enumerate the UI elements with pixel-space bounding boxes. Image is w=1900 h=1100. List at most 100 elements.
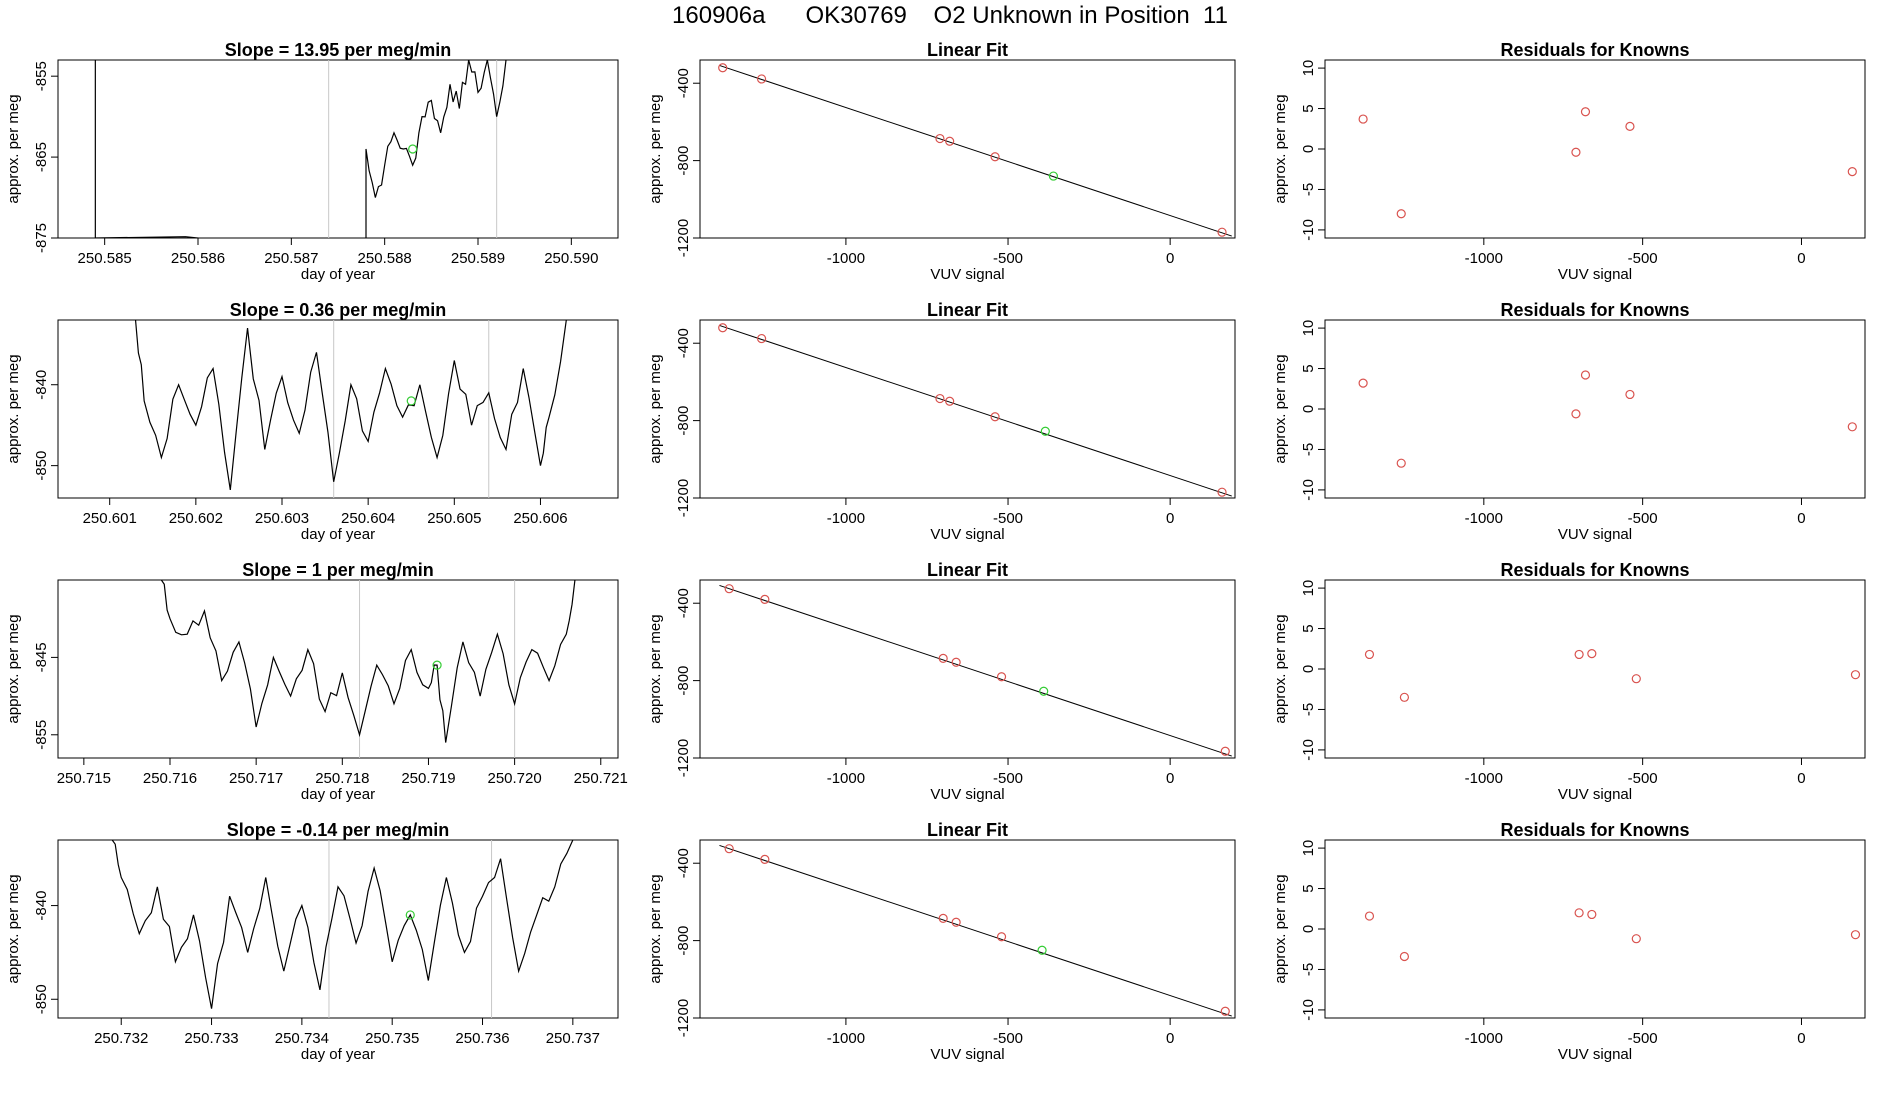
x-axis-label: day of year — [301, 266, 375, 283]
known-point — [724, 584, 734, 594]
y-tick-label: 5 — [1300, 884, 1317, 892]
known-point — [760, 594, 770, 604]
signal-trace — [94, 60, 507, 238]
x-tick-label: -1000 — [1465, 1030, 1503, 1047]
x-axis-label: day of year — [301, 526, 375, 543]
plot-frame — [57, 579, 619, 759]
x-tick-label: -500 — [1628, 1030, 1658, 1047]
x-tick-label: 250.588 — [358, 250, 412, 267]
y-tick-label: -850 — [33, 984, 50, 1014]
residual-point — [1358, 378, 1368, 388]
chart-panel: Residuals for Knowns -1000 -500 0 VUV signal… — [1272, 40, 1866, 283]
chart-panel: Residuals for Knowns -1000 -500 0 VUV signal… — [1272, 820, 1866, 1063]
x-tick-label: -1000 — [1465, 250, 1503, 267]
plot-frame — [1324, 839, 1866, 1019]
chart-panel: Residuals for Knowns -1000 -500 0 VUV signal… — [1272, 300, 1866, 543]
residual-point — [1571, 409, 1581, 419]
known-point — [996, 672, 1007, 682]
y-tick-label: -800 — [675, 406, 692, 436]
y-tick-label: -5 — [1300, 963, 1317, 976]
chart-panel: Slope = 13.95 per meg/min 250.585 250.586 2… — [5, 40, 619, 283]
chart-title: Residuals for Knowns — [1500, 40, 1689, 60]
plot-frame — [699, 579, 1236, 759]
x-tick-label: -500 — [1628, 510, 1658, 527]
x-tick-label: 0 — [1166, 770, 1174, 787]
residual-point — [1364, 911, 1375, 921]
x-tick-label: 0 — [1166, 1030, 1174, 1047]
y-tick-label: -1200 — [675, 999, 692, 1037]
x-tick-label: -1000 — [1465, 510, 1503, 527]
chart-panel: Slope = -0.14 per meg/min 250.732 250.733 2… — [5, 820, 619, 1063]
residual-point — [1399, 692, 1410, 702]
y-tick-label: -840 — [33, 370, 50, 400]
y-tick-label: -1200 — [675, 739, 692, 777]
x-tick-label: 250.732 — [94, 1030, 148, 1047]
chart-title: Linear Fit — [927, 40, 1008, 60]
y-tick-label: -800 — [675, 666, 692, 696]
x-tick-label: 250.718 — [315, 770, 369, 787]
residual-point — [1847, 167, 1857, 177]
x-tick-label: 250.716 — [143, 770, 197, 787]
y-tick-label: -875 — [33, 223, 50, 253]
y-axis-label: approx. per meg — [647, 354, 664, 463]
x-tick-label: -1000 — [827, 250, 865, 267]
known-point — [935, 133, 945, 144]
chart-panel: Linear Fit -1000 -500 0 VUV signal -400 -800 -1… — [647, 820, 1236, 1063]
mean-point — [432, 660, 442, 670]
chart-panel: Slope = 1 per meg/min 250.715 250.716 250.7… — [5, 560, 628, 803]
x-tick-label: 0 — [1166, 510, 1174, 527]
known-point — [1217, 487, 1227, 497]
x-tick-label: 250.601 — [83, 510, 137, 527]
x-tick-label: 250.606 — [513, 510, 567, 527]
chart-title: Slope = 13.95 per meg/min — [225, 40, 452, 60]
plot-frame — [57, 319, 619, 499]
mean-point — [408, 144, 418, 154]
residual-point — [1364, 649, 1375, 660]
x-tick-label: -1000 — [1465, 770, 1503, 787]
x-tick-label: 0 — [1797, 770, 1805, 787]
y-tick-label: -400 — [675, 848, 692, 878]
plot-frame — [699, 839, 1236, 1019]
x-tick-label: 250.719 — [401, 770, 455, 787]
residual-point — [1587, 909, 1597, 920]
residual-point — [1396, 209, 1406, 219]
y-tick-label: -850 — [33, 451, 50, 481]
y-tick-label: -400 — [675, 328, 692, 358]
x-axis-label: VUV signal — [930, 266, 1004, 283]
y-tick-label: 10 — [1300, 60, 1317, 77]
chart-panel: Linear Fit -1000 -500 0 VUV signal -400 -800 -1… — [647, 560, 1236, 803]
x-tick-label: 250.587 — [264, 250, 318, 267]
known-point — [757, 333, 767, 344]
x-tick-label: -500 — [993, 510, 1023, 527]
residual-point — [1587, 649, 1597, 659]
y-axis-label: approx. per meg — [1272, 354, 1289, 463]
x-tick-label: -1000 — [827, 770, 865, 787]
residual-point — [1580, 370, 1591, 380]
y-tick-label: 5 — [1300, 364, 1317, 372]
x-tick-label: 250.737 — [546, 1030, 600, 1047]
fit-line — [719, 324, 1232, 497]
x-tick-label: 250.590 — [544, 250, 598, 267]
known-point — [938, 653, 948, 663]
chart-title: Residuals for Knowns — [1500, 560, 1689, 580]
residual-point — [1574, 649, 1584, 660]
y-tick-label: -5 — [1300, 183, 1317, 196]
known-point — [996, 932, 1007, 942]
y-tick-label: -845 — [33, 642, 50, 672]
x-axis-label: VUV signal — [930, 786, 1004, 803]
x-axis-label: VUV signal — [930, 526, 1004, 543]
x-tick-label: 250.585 — [78, 250, 132, 267]
plot-area — [1358, 370, 1857, 468]
signal-trace — [160, 580, 576, 743]
plot-area — [719, 584, 1232, 757]
plot-frame — [1324, 59, 1866, 239]
plot-frame — [57, 839, 619, 1019]
known-point — [760, 854, 770, 864]
known-point — [1220, 1006, 1230, 1016]
chart-title: Linear Fit — [927, 820, 1008, 840]
chart-title: Linear Fit — [927, 300, 1008, 320]
x-tick-label: 250.605 — [427, 510, 481, 527]
plot-frame — [699, 59, 1236, 239]
residual-point — [1631, 674, 1641, 684]
